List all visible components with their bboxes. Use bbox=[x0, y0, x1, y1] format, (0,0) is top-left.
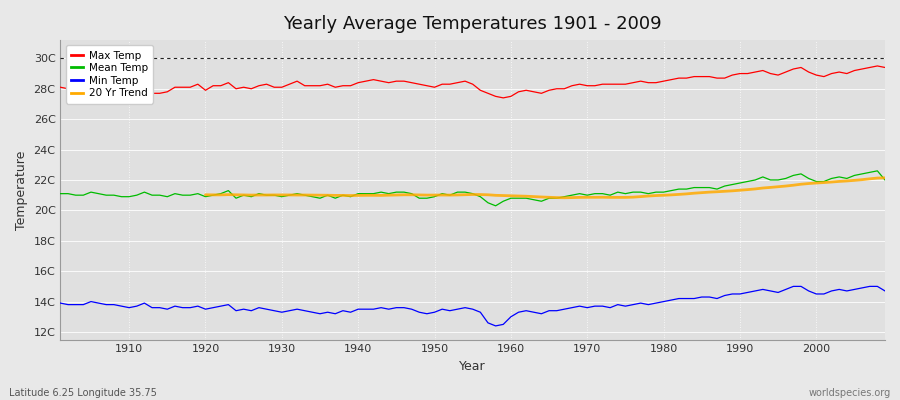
Title: Yearly Average Temperatures 1901 - 2009: Yearly Average Temperatures 1901 - 2009 bbox=[284, 15, 662, 33]
Y-axis label: Temperature: Temperature bbox=[15, 150, 28, 230]
Text: worldspecies.org: worldspecies.org bbox=[809, 388, 891, 398]
Text: Latitude 6.25 Longitude 35.75: Latitude 6.25 Longitude 35.75 bbox=[9, 388, 157, 398]
X-axis label: Year: Year bbox=[459, 360, 486, 373]
Legend: Max Temp, Mean Temp, Min Temp, 20 Yr Trend: Max Temp, Mean Temp, Min Temp, 20 Yr Tre… bbox=[66, 45, 153, 104]
